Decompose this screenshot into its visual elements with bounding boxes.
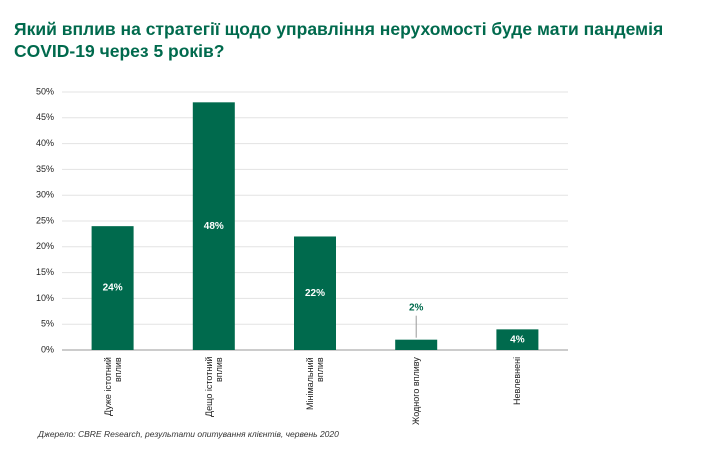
x-tick-label: Мінімальний вплив bbox=[305, 357, 325, 410]
y-tick-label: 0% bbox=[41, 344, 54, 354]
value-label: 24% bbox=[103, 283, 123, 294]
x-tick-label: Невлевнені bbox=[512, 357, 523, 406]
y-tick-label: 10% bbox=[36, 293, 54, 303]
x-tick-label: Жодного впливу bbox=[411, 357, 422, 425]
y-tick-label: 30% bbox=[36, 190, 54, 200]
bar bbox=[192, 102, 235, 350]
x-tick-label: Дещо істотний вплив bbox=[203, 357, 224, 418]
y-tick-label: 20% bbox=[36, 241, 54, 251]
value-label: 48% bbox=[204, 221, 224, 232]
value-label: 4% bbox=[510, 334, 525, 345]
x-tick-label: Дуже істотний вплив bbox=[102, 357, 123, 416]
y-tick-label: 45% bbox=[36, 112, 54, 122]
y-tick-label: 25% bbox=[36, 215, 54, 225]
y-tick-label: 35% bbox=[36, 164, 54, 174]
y-tick-label: 15% bbox=[36, 267, 54, 277]
bar bbox=[395, 339, 438, 350]
bar bbox=[294, 236, 336, 350]
y-tick-label: 50% bbox=[36, 86, 54, 96]
bar bbox=[91, 226, 134, 350]
y-tick-label: 40% bbox=[36, 138, 54, 148]
source-note: Джерело: CBRE Research, результати опиту… bbox=[38, 429, 339, 439]
bar bbox=[496, 329, 539, 350]
y-tick-label: 5% bbox=[41, 319, 54, 329]
chart-title: Який вплив на стратегії щодо управління … bbox=[14, 19, 664, 61]
value-label: 2% bbox=[409, 302, 424, 313]
value-label: 22% bbox=[305, 288, 325, 299]
